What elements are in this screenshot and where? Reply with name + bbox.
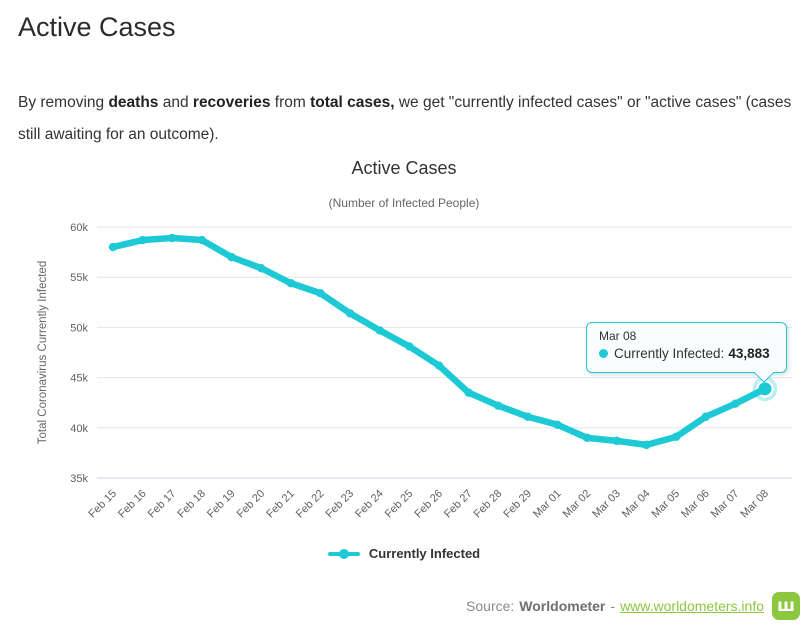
- svg-text:40k: 40k: [70, 423, 88, 435]
- data-point: [138, 235, 147, 245]
- data-point: [582, 433, 592, 443]
- svg-text:45k: 45k: [70, 373, 88, 385]
- source-separator: -: [610, 598, 616, 614]
- svg-text:Feb 26: Feb 26: [412, 488, 445, 521]
- legend-label: Currently Infected: [368, 546, 481, 561]
- svg-text:Feb 28: Feb 28: [472, 488, 505, 521]
- svg-text:Feb 27: Feb 27: [442, 488, 475, 521]
- svg-text:Mar 08: Mar 08: [738, 488, 771, 521]
- data-point: [375, 326, 384, 335]
- legend-dot: [338, 548, 349, 559]
- svg-text:Feb 20: Feb 20: [235, 488, 268, 521]
- svg-text:Mar 04: Mar 04: [620, 488, 653, 521]
- svg-text:Feb 25: Feb 25: [383, 488, 416, 521]
- intro-text: we get "currently infected cases" or "ac…: [18, 93, 792, 143]
- svg-text:Feb 29: Feb 29: [501, 488, 534, 521]
- data-point: [286, 279, 296, 288]
- legend-line-marker-icon: [327, 548, 360, 560]
- intro-text: and: [158, 93, 193, 111]
- svg-text:Feb 21: Feb 21: [264, 488, 297, 521]
- svg-text:Mar 07: Mar 07: [709, 488, 742, 521]
- svg-text:Mar 03: Mar 03: [590, 488, 623, 521]
- data-point: [256, 263, 266, 273]
- chart-subtitle: (Number of Infected People): [328, 196, 480, 210]
- tooltip-series-label: Currently Infected:: [614, 346, 725, 361]
- svg-text:Mar 02: Mar 02: [561, 488, 594, 521]
- data-point: [523, 412, 533, 421]
- tooltip-date: Mar 08: [599, 329, 637, 343]
- data-point: [731, 399, 740, 408]
- data-point: [227, 252, 236, 262]
- y-axis-title: Total Coronavirus Currently Infected: [37, 261, 49, 444]
- data-point: [316, 289, 325, 298]
- svg-text:35k: 35k: [70, 473, 88, 485]
- svg-text:Feb 24: Feb 24: [353, 488, 386, 521]
- chart-title: Active Cases: [351, 158, 457, 178]
- chart-legend[interactable]: Currently Infected: [0, 546, 808, 561]
- intro-text: from: [270, 93, 311, 111]
- svg-text:Feb 23: Feb 23: [324, 488, 357, 521]
- data-point: [434, 361, 444, 370]
- data-point: [701, 412, 710, 421]
- data-point: [168, 233, 177, 243]
- svg-text:Feb 16: Feb 16: [116, 488, 149, 521]
- svg-text:50k: 50k: [70, 322, 88, 334]
- worldometers-link[interactable]: www.worldometers.info: [620, 598, 764, 614]
- data-point: [494, 401, 503, 410]
- svg-text:Mar 06: Mar 06: [679, 488, 712, 521]
- data-point: [612, 436, 622, 446]
- tooltip-value: 43,883: [728, 346, 770, 361]
- svg-text:Feb 22: Feb 22: [294, 488, 327, 521]
- svg-text:60k: 60k: [70, 222, 88, 234]
- page-title: Active Cases: [18, 12, 176, 42]
- data-point: [197, 235, 207, 245]
- intro-bold-term: deaths: [108, 93, 159, 111]
- intro-bold-term: total cases,: [310, 93, 395, 111]
- svg-text:Feb 19: Feb 19: [205, 488, 238, 521]
- svg-text:Feb 17: Feb 17: [146, 488, 179, 521]
- data-point: [108, 242, 118, 252]
- data-point: [642, 440, 651, 450]
- chart-tooltip: Mar 08 Currently Infected: 43,883: [586, 322, 787, 383]
- series-points[interactable]: [108, 233, 770, 450]
- svg-text:Mar 05: Mar 05: [650, 488, 683, 521]
- source-label: Source:: [466, 598, 515, 614]
- intro-paragraph: By removing deaths and recoveries from t…: [18, 87, 796, 151]
- worldometer-logo-icon[interactable]: ш: [772, 592, 800, 620]
- y-axis-labels: 35k 40k 45k 50k 55k 60k: [70, 222, 88, 485]
- data-point: [405, 342, 414, 351]
- data-point: [671, 432, 681, 442]
- tooltip-value-row: Currently Infected: 43,883: [599, 346, 778, 361]
- source-name: Worldometer: [519, 598, 606, 614]
- intro-bold-term: recoveries: [192, 93, 271, 111]
- svg-text:Feb 18: Feb 18: [175, 488, 208, 521]
- gridlines: [97, 226, 792, 429]
- data-point: [464, 388, 473, 397]
- svg-text:Feb 15: Feb 15: [86, 488, 119, 521]
- intro-text: By removing: [18, 93, 109, 111]
- source-footer: Source: Worldometer - www.worldometers.i…: [466, 592, 800, 620]
- svg-text:Mar 01: Mar 01: [531, 488, 564, 521]
- data-point: [345, 309, 355, 318]
- data-point: [553, 420, 562, 429]
- svg-text:55k: 55k: [70, 272, 88, 284]
- series-bullet-icon: [599, 349, 608, 358]
